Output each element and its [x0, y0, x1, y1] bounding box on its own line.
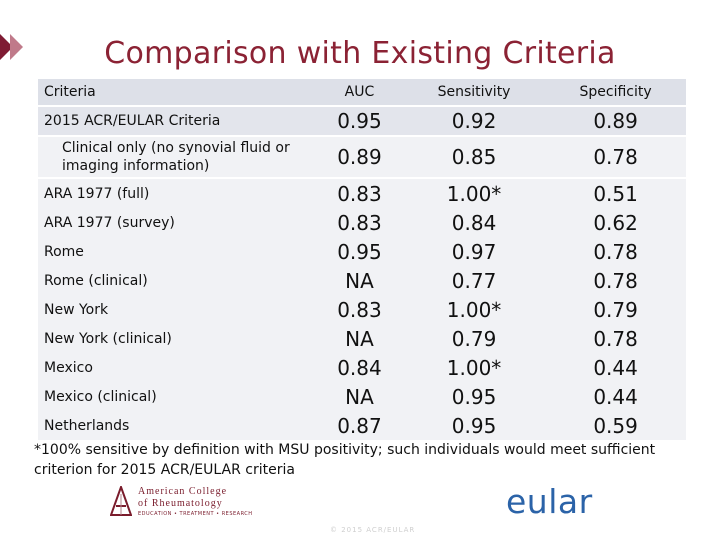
row-auc: NA — [316, 324, 403, 353]
header-criteria: Criteria — [38, 79, 316, 107]
table-row: Netherlands 0.87 0.95 0.59 — [38, 411, 686, 440]
row-sensitivity: 0.92 — [402, 107, 546, 137]
row-sensitivity: 0.95 — [402, 382, 546, 411]
row-auc: 0.87 — [316, 411, 403, 440]
acr-logo-line1: American College — [138, 486, 228, 497]
row-criteria-name: 2015 ACR/EULAR Criteria — [38, 107, 316, 137]
row-specificity: 0.44 — [545, 382, 686, 411]
table-row: New York 0.83 1.00* 0.79 — [38, 295, 686, 324]
row-criteria-name: ARA 1977 (survey) — [38, 208, 316, 237]
row-auc: NA — [316, 382, 403, 411]
arrow-decoration-icon — [0, 34, 13, 60]
row-auc: 0.95 — [316, 237, 403, 266]
table-row: 2015 ACR/EULAR Criteria 0.95 0.92 0.89 — [38, 107, 686, 137]
acr-logo-line2: of Rheumatology — [138, 498, 223, 509]
table-row: New York (clinical) NA 0.79 0.78 — [38, 324, 686, 353]
row-criteria-name: New York — [38, 295, 316, 324]
acr-logo-line3: EDUCATION • TREATMENT • RESEARCH — [138, 511, 253, 517]
row-auc: 0.83 — [316, 179, 403, 208]
header-sensitivity: Sensitivity — [402, 79, 546, 107]
row-criteria-name: Rome (clinical) — [38, 266, 316, 295]
row-sensitivity: 0.95 — [402, 411, 546, 440]
arrow-decoration-icon-2 — [10, 34, 23, 60]
row-sensitivity: 0.84 — [402, 208, 546, 237]
row-criteria-name: Mexico — [38, 353, 316, 382]
row-auc: NA — [316, 266, 403, 295]
row-sensitivity: 0.85 — [402, 137, 546, 179]
row-specificity: 0.78 — [545, 137, 686, 179]
row-criteria-name: Mexico (clinical) — [38, 382, 316, 411]
acr-logo: American College of Rheumatology EDUCATI… — [110, 484, 253, 524]
row-specificity: 0.79 — [545, 295, 686, 324]
row-auc: 0.89 — [316, 137, 403, 179]
criteria-table: Criteria AUC Sensitivity Specificity 201… — [38, 79, 686, 440]
table-row: Clinical only (no synovial fluid or imag… — [38, 137, 686, 179]
table-row: Rome (clinical) NA 0.77 0.78 — [38, 266, 686, 295]
row-criteria-name: Rome — [38, 237, 316, 266]
slide-title: Comparison with Existing Criteria — [104, 36, 616, 71]
row-sensitivity: 0.97 — [402, 237, 546, 266]
row-sensitivity: 1.00* — [402, 295, 546, 324]
row-specificity: 0.78 — [545, 324, 686, 353]
eular-logo: eular — [506, 482, 593, 521]
row-auc: 0.84 — [316, 353, 403, 382]
row-specificity: 0.78 — [545, 266, 686, 295]
row-criteria-name: New York (clinical) — [38, 324, 316, 353]
copyright-text: © 2015 ACR/EULAR — [330, 526, 416, 534]
row-sensitivity: 0.79 — [402, 324, 546, 353]
table-row: Rome 0.95 0.97 0.78 — [38, 237, 686, 266]
left-decoration — [0, 0, 23, 540]
row-criteria-name: Clinical only (no synovial fluid or imag… — [38, 137, 316, 179]
row-criteria-name: ARA 1977 (full) — [38, 179, 316, 208]
row-auc: 0.95 — [316, 107, 403, 137]
row-criteria-name: Netherlands — [38, 411, 316, 440]
row-specificity: 0.89 — [545, 107, 686, 137]
row-sensitivity: 0.77 — [402, 266, 546, 295]
row-auc: 0.83 — [316, 295, 403, 324]
row-specificity: 0.51 — [545, 179, 686, 208]
table-row: Mexico (clinical) NA 0.95 0.44 — [38, 382, 686, 411]
row-specificity: 0.59 — [545, 411, 686, 440]
row-sensitivity: 1.00* — [402, 353, 546, 382]
header-specificity: Specificity — [545, 79, 686, 107]
row-specificity: 0.62 — [545, 208, 686, 237]
footnote: *100% sensitive by definition with MSU p… — [34, 442, 656, 478]
row-sensitivity: 1.00* — [402, 179, 546, 208]
row-auc: 0.83 — [316, 208, 403, 237]
row-specificity: 0.78 — [545, 237, 686, 266]
table-header-row: Criteria AUC Sensitivity Specificity — [38, 79, 686, 107]
acr-emblem-icon — [110, 486, 132, 516]
header-auc: AUC — [316, 79, 403, 107]
table-row: Mexico 0.84 1.00* 0.44 — [38, 353, 686, 382]
table-row: ARA 1977 (survey) 0.83 0.84 0.62 — [38, 208, 686, 237]
row-specificity: 0.44 — [545, 353, 686, 382]
table-row: ARA 1977 (full) 0.83 1.00* 0.51 — [38, 179, 686, 208]
